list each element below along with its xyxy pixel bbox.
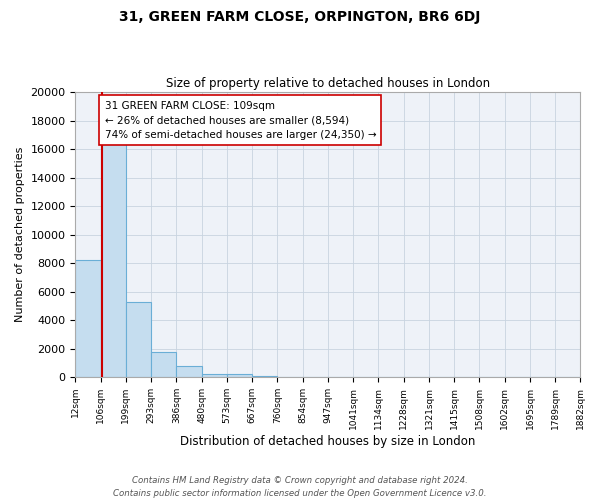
Y-axis label: Number of detached properties: Number of detached properties	[15, 147, 25, 322]
Bar	[101, 140, 126, 377]
Bar	[253, 376, 277, 377]
Text: 31 GREEN FARM CLOSE: 109sqm
← 26% of detached houses are smaller (8,594)
74% of : 31 GREEN FARM CLOSE: 109sqm ← 26% of det…	[104, 100, 376, 140]
Bar	[202, 374, 227, 377]
Bar	[176, 366, 202, 377]
Bar	[126, 302, 151, 377]
Bar	[227, 374, 253, 377]
X-axis label: Distribution of detached houses by size in London: Distribution of detached houses by size …	[180, 434, 476, 448]
Text: 31, GREEN FARM CLOSE, ORPINGTON, BR6 6DJ: 31, GREEN FARM CLOSE, ORPINGTON, BR6 6DJ	[119, 10, 481, 24]
Text: Contains HM Land Registry data © Crown copyright and database right 2024.
Contai: Contains HM Land Registry data © Crown c…	[113, 476, 487, 498]
Bar	[151, 352, 176, 377]
Bar	[76, 260, 101, 377]
Title: Size of property relative to detached houses in London: Size of property relative to detached ho…	[166, 76, 490, 90]
